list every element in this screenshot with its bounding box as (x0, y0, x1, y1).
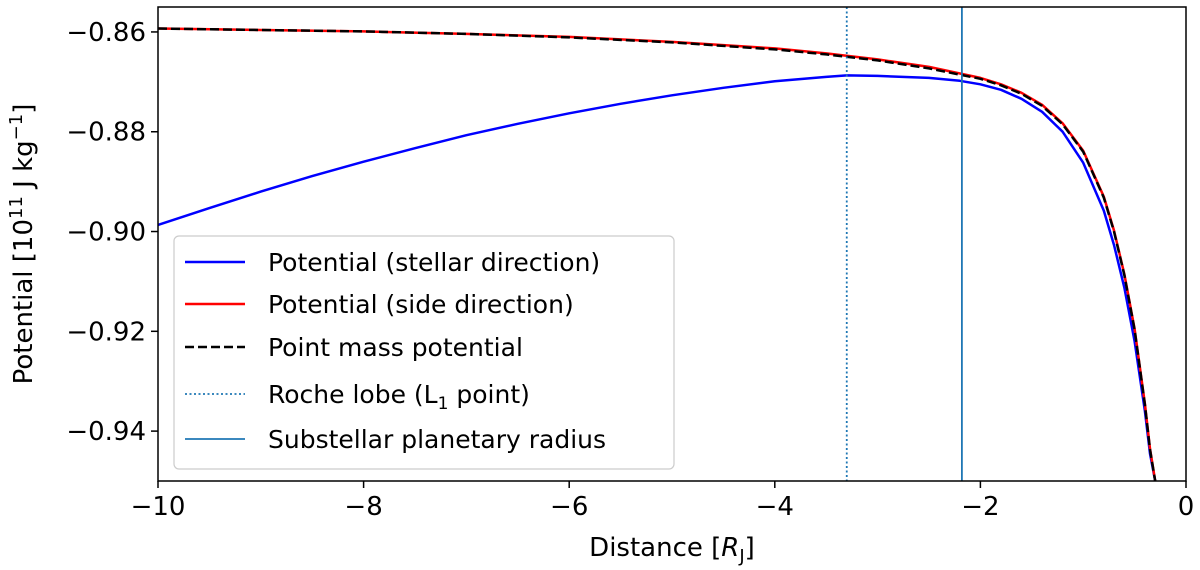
y-tick-label: −0.88 (66, 118, 146, 148)
x-axis-label-prefix: Distance [ (589, 533, 721, 563)
y-tick-label: −0.90 (66, 218, 146, 248)
legend-box (173, 235, 675, 470)
x-tick-label: −4 (756, 492, 794, 522)
y-axis-label-sup2: −1 (6, 114, 27, 141)
x-tick-label: −8 (344, 492, 382, 522)
y-tick-label: −0.86 (66, 18, 146, 48)
legend-label-side: Potential (side direction) (268, 290, 574, 319)
plot-frame (157, 6, 1187, 482)
y-axis-label-sup: 11 (6, 196, 27, 219)
x-ticks: −10 −8 −6 −4 −2 0 (131, 481, 1195, 522)
y-ticks: −0.86 −0.88 −0.90 −0.92 −0.94 (66, 18, 158, 447)
x-axis-label-sub: J (738, 546, 744, 567)
legend-label-roche-lobe: Roche lobe (L1 point) (268, 380, 530, 414)
x-axis-label-suffix: ] (745, 533, 755, 563)
x-tick-label: −6 (550, 492, 588, 522)
legend-label-roche-lobe-prefix: Roche lobe (L (268, 380, 438, 409)
legend-label-substellar: Substellar planetary radius (268, 425, 606, 454)
x-axis-label-var: R (721, 533, 739, 563)
legend-label-point-mass: Point mass potential (268, 333, 523, 362)
legend-label-roche-lobe-sub: 1 (438, 394, 449, 414)
x-axis-label: Distance [RJ] (589, 533, 755, 567)
x-tick-label: 0 (1178, 492, 1195, 522)
x-tick-label: −10 (131, 492, 186, 522)
y-axis-label-mid: J kg (9, 140, 39, 196)
legend-label-roche-lobe-suffix: point) (448, 380, 529, 409)
y-axis-label: Potential [1011 J kg−1] (6, 104, 39, 385)
y-tick-label: −0.92 (66, 317, 146, 347)
y-tick-label: −0.94 (66, 417, 146, 447)
y-axis-label-suffix: ] (9, 104, 39, 114)
legend-label-stellar: Potential (stellar direction) (268, 248, 600, 277)
series-line-point-mass-potential (158, 27, 1157, 481)
x-tick-label: −2 (961, 492, 999, 522)
legend: Potential (stellar direction) Potential … (173, 235, 675, 470)
series-line-potential-stellar-direction (158, 74, 1157, 481)
series-layer (158, 27, 1157, 481)
vline-layer (845, 7, 963, 481)
y-axis-label-prefix: Potential [10 (9, 219, 39, 384)
